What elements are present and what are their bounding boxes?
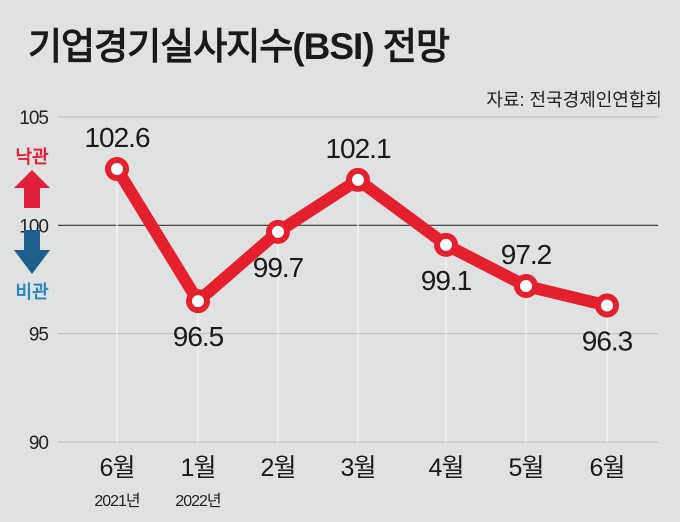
data-point [105, 157, 129, 181]
data-point [514, 274, 538, 298]
x-tick-label: 4월 [429, 454, 464, 482]
x-tick-label: 3월 [341, 454, 376, 482]
x-tick-label: 1월 [181, 454, 216, 482]
year-label: 2021년 [94, 492, 140, 510]
x-tick-label: 2월 [261, 454, 296, 482]
data-point [434, 232, 458, 257]
pessimistic-label: 비관 [15, 282, 49, 302]
data-point [595, 293, 619, 318]
y-tick-label: 95 [29, 325, 49, 346]
data-label: 97.2 [501, 239, 552, 270]
data-point [346, 167, 370, 192]
chart-title: 기업경기실사지수(BSI) 전망 [28, 26, 450, 67]
data-point [186, 289, 210, 314]
optimistic-label: 낙관 [15, 147, 49, 167]
y-tick-label: 90 [29, 433, 49, 454]
year-label: 2022년 [175, 492, 221, 510]
x-tick-label: 6월 [100, 454, 135, 482]
up-arrow-icon [14, 170, 50, 208]
data-label: 99.1 [421, 265, 472, 296]
data-label: 102.1 [325, 133, 390, 164]
data-label: 96.5 [173, 321, 224, 352]
data-label: 99.7 [253, 252, 304, 283]
chart-source: 자료: 전국경제인연합회 [486, 90, 662, 110]
down-arrow-icon [14, 230, 50, 274]
y-tick-label: 105 [19, 108, 48, 129]
data-label: 102.6 [84, 122, 149, 153]
x-tick-label: 6월 [590, 454, 625, 482]
data-label: 96.3 [582, 326, 633, 357]
data-point [266, 219, 290, 244]
x-tick-label: 5월 [509, 454, 544, 482]
